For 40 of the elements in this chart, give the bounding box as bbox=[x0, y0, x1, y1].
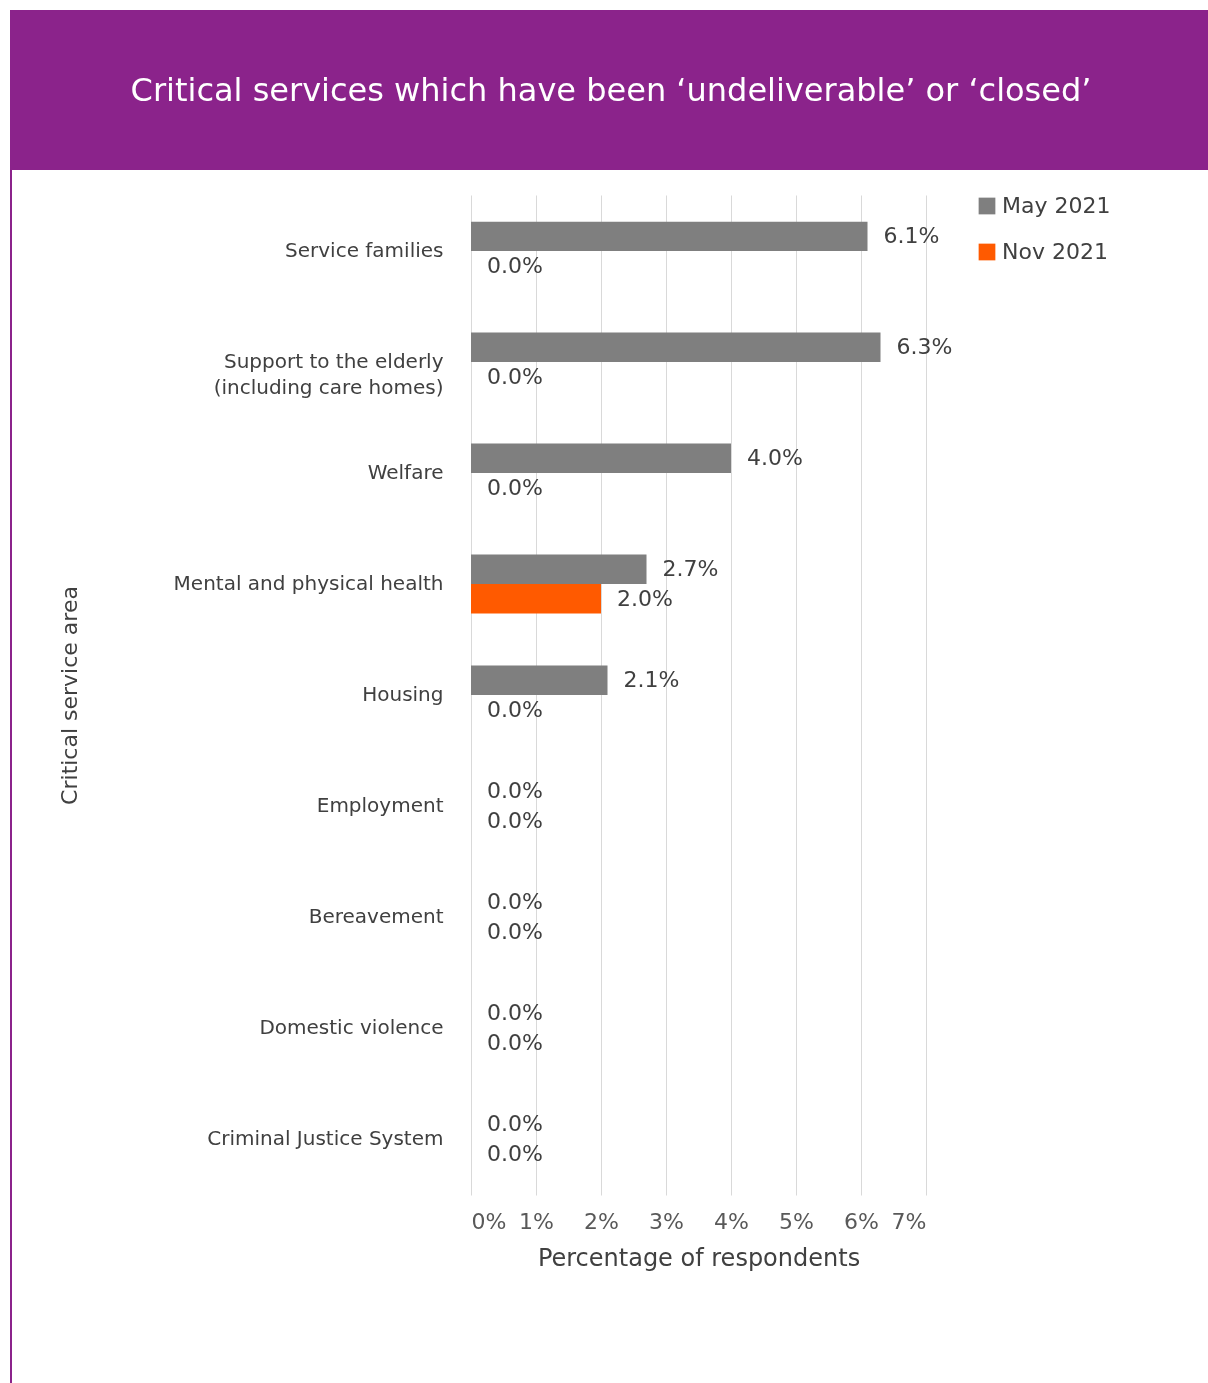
y-tick-label: Criminal Justice System bbox=[207, 1125, 444, 1150]
data-label: 0.0% bbox=[487, 889, 543, 915]
x-tick-label: 4% bbox=[714, 1208, 749, 1234]
data-label: 0.0% bbox=[487, 696, 543, 722]
y-tick-label: Employment bbox=[316, 792, 444, 817]
y-tick-label: Mental and physical health bbox=[173, 571, 444, 596]
data-label: 0.0% bbox=[487, 474, 543, 500]
data-label: 0.0% bbox=[487, 1140, 543, 1166]
legend-label: Nov 2021 bbox=[1002, 239, 1108, 264]
x-tick-label: 2% bbox=[584, 1208, 619, 1234]
y-tick-label: Service families bbox=[285, 238, 444, 263]
data-label: 2.0% bbox=[617, 585, 673, 611]
data-label: 0.0% bbox=[487, 363, 543, 389]
y-tick-label: Bereavement bbox=[308, 903, 444, 928]
data-label: 4.0% bbox=[747, 445, 803, 471]
y-tick-label: Support to the elderly (including care homes) bbox=[213, 349, 444, 400]
chart-title: Critical services which have been ‘undeliverable’ or ‘closed’ bbox=[12, 10, 1208, 170]
x-tick-label: 0% bbox=[471, 1208, 507, 1234]
data-label: 2.1% bbox=[623, 667, 680, 693]
x-tick-label: 5% bbox=[779, 1208, 814, 1234]
data-label: 2.7% bbox=[662, 556, 719, 582]
data-label: 0.0% bbox=[487, 1000, 543, 1026]
data-label: 0.0% bbox=[487, 807, 543, 833]
x-tick-label: 3% bbox=[649, 1208, 684, 1234]
x-tick-label: 1% bbox=[519, 1208, 554, 1234]
y-tick-label: Housing bbox=[362, 682, 444, 706]
data-label: 0.0% bbox=[487, 1029, 543, 1055]
data-label: 0.0% bbox=[487, 778, 543, 804]
x-tick-label: 6% bbox=[844, 1208, 879, 1234]
data-label: 6.1% bbox=[883, 223, 940, 249]
y-tick-label: Domestic violence bbox=[259, 1014, 444, 1039]
data-label: 0.0% bbox=[487, 918, 543, 944]
x-tick-label: 7% bbox=[891, 1208, 927, 1234]
x-axis-title: Percentage of respondents bbox=[537, 1243, 861, 1272]
data-label: 0.0% bbox=[487, 252, 543, 278]
y-axis-title: Critical service area bbox=[56, 586, 82, 805]
data-label: 6.3% bbox=[896, 334, 953, 360]
legend-label: May 2021 bbox=[1002, 193, 1111, 218]
y-tick-label: Welfare bbox=[367, 460, 444, 485]
data-label: 0.0% bbox=[487, 1111, 543, 1137]
